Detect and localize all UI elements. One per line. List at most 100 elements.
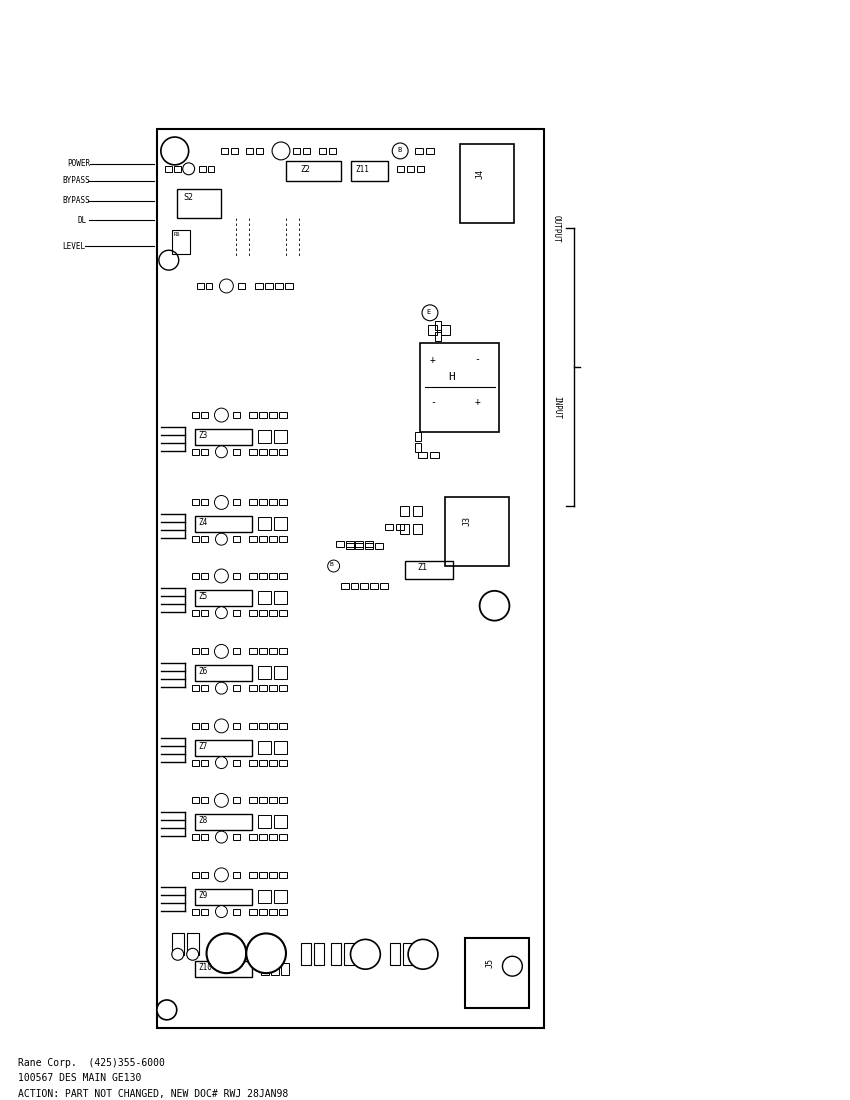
Bar xyxy=(201,872,207,878)
Text: E: E xyxy=(426,309,430,315)
Circle shape xyxy=(214,495,229,509)
Bar xyxy=(259,872,267,878)
Bar xyxy=(255,283,264,289)
Bar xyxy=(269,449,277,454)
Bar xyxy=(258,890,271,903)
Bar xyxy=(269,609,277,616)
Text: Rane Corp.  (425)355-6000: Rane Corp. (425)355-6000 xyxy=(18,1057,165,1068)
Circle shape xyxy=(216,757,228,769)
Bar xyxy=(259,499,267,505)
Text: Z9: Z9 xyxy=(199,891,208,900)
Bar xyxy=(258,430,271,443)
Bar xyxy=(201,648,207,654)
Bar xyxy=(415,432,421,441)
Bar xyxy=(259,449,267,454)
Circle shape xyxy=(392,143,408,158)
Bar xyxy=(271,964,279,975)
Text: +: + xyxy=(430,354,436,364)
Bar xyxy=(222,148,229,154)
Bar xyxy=(172,230,190,254)
Text: -: - xyxy=(430,397,436,407)
Circle shape xyxy=(272,142,290,160)
Bar xyxy=(234,685,241,691)
Bar xyxy=(420,342,500,432)
Bar xyxy=(403,944,413,965)
Bar xyxy=(380,583,388,588)
Bar xyxy=(269,685,277,691)
Text: Z3: Z3 xyxy=(199,431,208,440)
Bar xyxy=(207,166,214,172)
Bar xyxy=(201,685,207,691)
Text: INPUT: INPUT xyxy=(552,396,561,419)
Text: J4: J4 xyxy=(475,168,484,179)
Bar xyxy=(195,889,252,904)
Bar xyxy=(258,740,271,754)
Bar xyxy=(274,517,287,530)
Bar xyxy=(191,648,199,654)
Bar xyxy=(405,561,453,579)
Bar xyxy=(249,573,258,579)
Bar xyxy=(303,148,309,154)
Bar xyxy=(258,667,271,679)
Circle shape xyxy=(172,948,184,960)
Text: BYPASS: BYPASS xyxy=(63,176,90,185)
Bar xyxy=(279,909,287,914)
Bar xyxy=(385,525,394,530)
Bar xyxy=(234,723,241,729)
Circle shape xyxy=(408,939,438,969)
Text: ACTION: PART NOT CHANGED, NEW DOC# RWJ 28JAN98: ACTION: PART NOT CHANGED, NEW DOC# RWJ 2… xyxy=(18,1089,288,1099)
Bar xyxy=(234,536,241,542)
Text: BYPASS: BYPASS xyxy=(63,196,90,205)
Bar xyxy=(234,609,241,616)
Bar xyxy=(301,944,311,965)
Bar xyxy=(279,760,287,766)
Bar xyxy=(195,814,252,830)
Bar xyxy=(201,909,207,914)
Circle shape xyxy=(187,948,199,960)
Bar xyxy=(191,909,199,914)
Bar xyxy=(195,516,252,532)
Bar xyxy=(418,452,427,458)
Bar xyxy=(269,872,277,878)
Bar xyxy=(249,798,258,803)
Circle shape xyxy=(246,934,286,974)
Bar xyxy=(201,760,207,766)
Bar xyxy=(187,934,199,955)
Bar xyxy=(259,648,267,654)
Bar xyxy=(397,166,404,172)
Bar xyxy=(191,834,199,840)
Text: R6: R6 xyxy=(173,232,180,238)
Circle shape xyxy=(214,645,229,659)
Circle shape xyxy=(216,832,228,843)
Bar xyxy=(279,609,287,616)
Bar xyxy=(234,648,241,654)
Circle shape xyxy=(328,560,340,572)
Bar xyxy=(259,609,267,616)
Bar xyxy=(350,161,388,180)
Bar xyxy=(269,412,277,418)
Bar xyxy=(279,412,287,418)
Bar xyxy=(259,573,267,579)
Bar xyxy=(279,723,287,729)
Bar xyxy=(191,499,199,505)
Circle shape xyxy=(183,163,195,175)
Bar xyxy=(173,166,181,172)
Bar xyxy=(279,798,287,803)
Bar xyxy=(234,760,241,766)
Text: DL: DL xyxy=(77,216,87,224)
Text: OUTPUT: OUTPUT xyxy=(552,214,561,242)
Bar xyxy=(195,961,252,977)
Text: J5: J5 xyxy=(485,958,494,968)
Bar xyxy=(259,760,267,766)
Bar xyxy=(201,609,207,616)
Bar xyxy=(371,583,378,588)
Bar xyxy=(196,283,203,289)
Bar xyxy=(258,815,271,828)
Text: Z7: Z7 xyxy=(199,741,208,751)
Bar xyxy=(234,573,241,579)
Bar xyxy=(281,964,289,975)
Bar xyxy=(201,536,207,542)
Bar xyxy=(234,872,241,878)
Bar xyxy=(238,283,246,289)
Bar xyxy=(249,760,258,766)
